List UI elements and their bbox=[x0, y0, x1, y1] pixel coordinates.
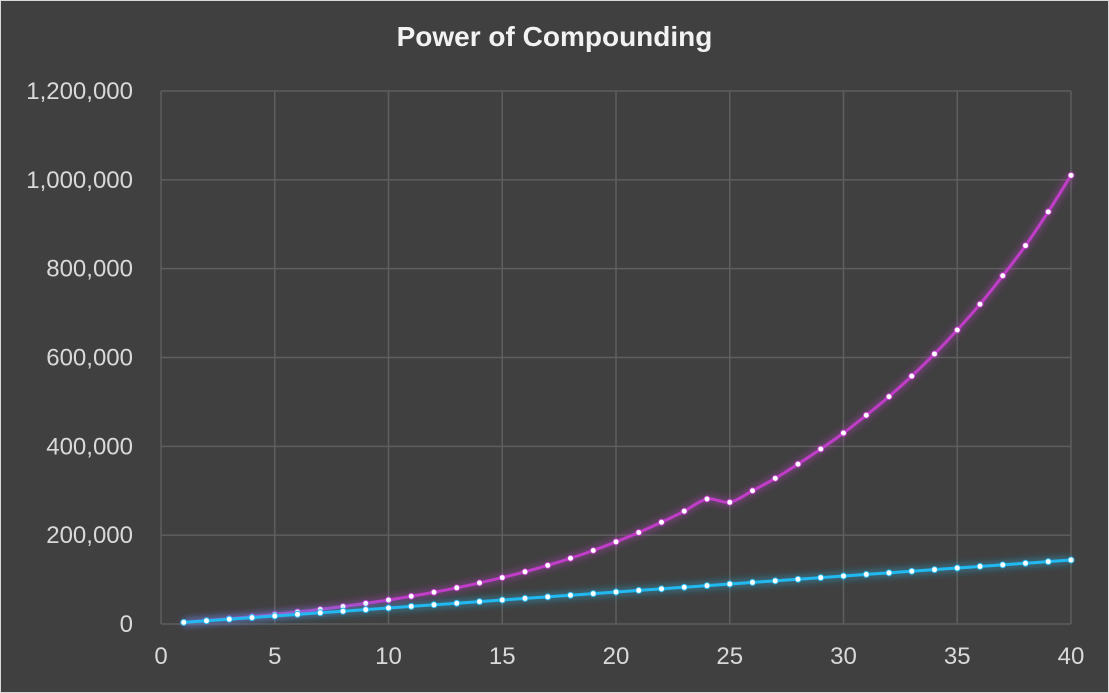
data-point bbox=[680, 507, 688, 515]
data-point bbox=[339, 607, 347, 615]
data-point bbox=[840, 429, 847, 437]
data-point bbox=[589, 546, 597, 554]
data-point bbox=[817, 574, 825, 582]
series-2 bbox=[180, 556, 1075, 626]
y-tick-label: 1,200,000 bbox=[26, 78, 133, 105]
y-tick-label: 1,000,000 bbox=[26, 167, 133, 194]
data-point bbox=[908, 372, 916, 380]
series-group bbox=[180, 171, 1075, 626]
data-point bbox=[908, 567, 916, 575]
data-point bbox=[567, 554, 574, 562]
data-point bbox=[635, 529, 643, 537]
y-tick-label: 0 bbox=[120, 611, 133, 638]
data-point bbox=[567, 591, 574, 599]
x-tick-label: 25 bbox=[716, 643, 743, 670]
data-point bbox=[544, 593, 552, 601]
y-tick-label: 600,000 bbox=[46, 345, 133, 372]
axis-tick-labels: 0 200,000 400,000 600,000 800,000 1,000,000 1,… bbox=[26, 78, 1084, 670]
data-point bbox=[862, 570, 870, 578]
data-point bbox=[703, 582, 711, 590]
x-tick-label: 0 bbox=[154, 643, 167, 670]
data-point bbox=[476, 598, 483, 606]
data-point bbox=[498, 596, 506, 604]
data-point bbox=[430, 601, 438, 609]
data-point bbox=[840, 572, 847, 580]
data-point bbox=[1044, 558, 1052, 566]
data-point bbox=[430, 588, 438, 596]
x-tick-label: 20 bbox=[603, 643, 630, 670]
data-point bbox=[521, 568, 529, 576]
data-point bbox=[1067, 171, 1075, 179]
data-point bbox=[726, 580, 734, 588]
data-point bbox=[794, 460, 802, 468]
data-point bbox=[658, 585, 665, 593]
x-tick-label: 30 bbox=[830, 643, 857, 670]
data-point bbox=[1022, 559, 1029, 567]
data-point bbox=[385, 604, 392, 612]
data-point bbox=[180, 618, 188, 626]
data-point bbox=[953, 326, 961, 334]
data-point bbox=[385, 596, 392, 604]
data-point bbox=[294, 610, 301, 618]
data-point bbox=[931, 566, 938, 574]
data-point bbox=[1044, 208, 1052, 216]
data-point bbox=[658, 518, 665, 526]
grid bbox=[160, 90, 1072, 625]
data-point bbox=[953, 564, 961, 572]
x-tick-label: 35 bbox=[944, 643, 971, 670]
y-tick-label: 800,000 bbox=[46, 256, 133, 283]
data-point bbox=[476, 579, 483, 587]
data-point bbox=[999, 272, 1007, 280]
data-point bbox=[316, 609, 324, 617]
data-point bbox=[703, 495, 711, 503]
data-point bbox=[771, 474, 779, 482]
data-point bbox=[203, 617, 210, 625]
chart-title: Power of Compounding bbox=[396, 21, 713, 52]
data-point bbox=[931, 350, 938, 358]
data-point bbox=[248, 614, 256, 622]
x-tick-label: 40 bbox=[1058, 643, 1085, 670]
data-point bbox=[612, 538, 620, 546]
data-point bbox=[862, 411, 870, 419]
data-point bbox=[976, 300, 984, 308]
data-point bbox=[794, 575, 802, 583]
data-point bbox=[453, 599, 461, 607]
data-point bbox=[817, 445, 825, 453]
y-tick-label: 400,000 bbox=[46, 433, 133, 460]
data-point bbox=[521, 594, 529, 602]
data-point bbox=[544, 561, 552, 569]
data-point bbox=[749, 487, 756, 495]
data-point bbox=[407, 602, 415, 610]
x-tick-label: 5 bbox=[268, 643, 281, 670]
data-point bbox=[999, 561, 1007, 569]
data-point bbox=[635, 586, 643, 594]
x-tick-label: 10 bbox=[375, 643, 402, 670]
data-point bbox=[589, 590, 597, 598]
y-tick-label: 200,000 bbox=[46, 522, 133, 549]
data-point bbox=[976, 562, 984, 570]
x-tick-label: 15 bbox=[489, 643, 516, 670]
data-point bbox=[453, 584, 461, 592]
series-line bbox=[183, 558, 1072, 624]
data-point bbox=[498, 574, 506, 582]
data-point bbox=[680, 583, 688, 591]
data-point bbox=[726, 498, 734, 506]
data-point bbox=[749, 578, 756, 586]
data-point bbox=[362, 606, 370, 614]
data-point bbox=[612, 588, 620, 596]
series-line bbox=[183, 174, 1073, 624]
data-point bbox=[1067, 556, 1075, 564]
data-point bbox=[771, 577, 779, 585]
data-point bbox=[407, 592, 415, 600]
data-point bbox=[1022, 242, 1029, 250]
data-point bbox=[885, 393, 893, 401]
series-1 bbox=[180, 171, 1075, 626]
data-point bbox=[885, 569, 893, 577]
data-point bbox=[271, 612, 279, 620]
data-point bbox=[362, 599, 370, 607]
data-point bbox=[225, 615, 233, 623]
